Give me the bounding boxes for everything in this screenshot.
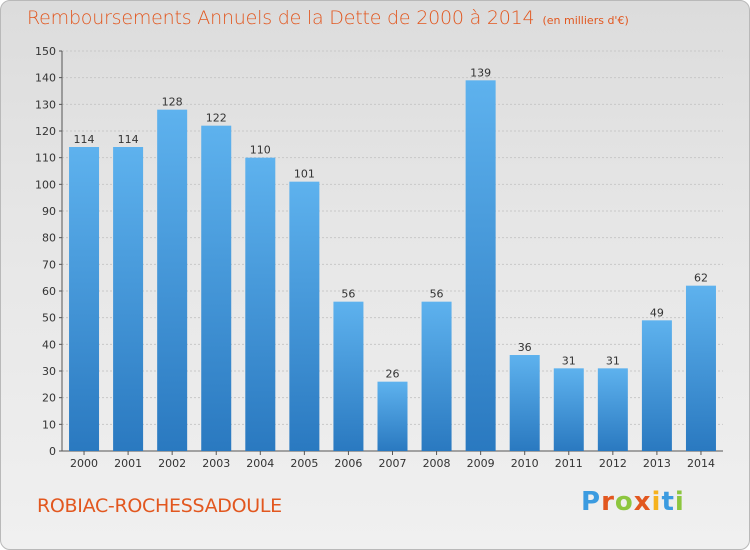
logo-letter: x <box>633 487 652 517</box>
data-label: 56 <box>341 288 355 301</box>
x-tick-label: 2008 <box>423 457 451 470</box>
y-tick-label: 100 <box>35 178 56 191</box>
data-label: 62 <box>694 272 708 285</box>
data-labels: 114 114 128 122 110 101 56 26 56 139 36 31 31 49 62 <box>74 66 708 380</box>
data-label: 49 <box>650 306 664 319</box>
y-tick-label: 90 <box>42 205 56 218</box>
data-label: 31 <box>562 354 576 367</box>
proxiti-logo: Proxiti <box>581 487 685 517</box>
y-tick-label: 120 <box>35 125 56 138</box>
data-label: 122 <box>206 112 227 125</box>
y-tick-label: 20 <box>42 392 56 405</box>
x-tick-label: 2002 <box>158 457 186 470</box>
bar <box>69 147 100 451</box>
chart-title: Remboursements Annuels de la Dette de 20… <box>27 7 629 29</box>
data-label: 139 <box>470 66 491 79</box>
x-tick-label: 2006 <box>334 457 362 470</box>
data-label: 110 <box>250 144 271 157</box>
bar <box>113 147 144 451</box>
bar <box>509 355 540 451</box>
x-tick-label: 2013 <box>643 457 671 470</box>
bar <box>377 381 408 451</box>
bar <box>553 368 584 451</box>
y-tick-label: 110 <box>35 152 56 165</box>
bar <box>245 157 276 451</box>
axes: 0 10 20 30 40 50 60 70 80 90 100 110 120 130 140 150 200… <box>35 45 723 470</box>
bars <box>69 80 716 452</box>
data-label: 114 <box>118 133 139 146</box>
bar <box>465 80 496 451</box>
chart-title-unit: (en milliers d'€) <box>542 14 629 27</box>
data-label: 26 <box>386 368 400 381</box>
bar <box>289 181 320 451</box>
logo-letter: r <box>601 487 615 517</box>
bar <box>685 285 716 451</box>
x-tick-label: 2004 <box>246 457 274 470</box>
data-label: 101 <box>294 168 315 181</box>
x-tick-label: 2000 <box>70 457 98 470</box>
y-tick-label: 40 <box>42 338 56 351</box>
data-label: 36 <box>518 341 532 354</box>
x-tick-label: 2003 <box>202 457 230 470</box>
x-tick-label: 2011 <box>555 457 583 470</box>
commune-name: ROBIAC-ROCHESSADOULE <box>37 495 282 517</box>
data-label: 31 <box>606 354 620 367</box>
y-tick-label: 70 <box>42 258 56 271</box>
x-tick-label: 2001 <box>114 457 142 470</box>
y-tick-label: 150 <box>35 45 56 58</box>
y-tick-label: 60 <box>42 285 56 298</box>
x-tick-label: 2009 <box>467 457 495 470</box>
data-label: 128 <box>162 96 183 109</box>
logo-letter: i <box>674 487 685 517</box>
data-label: 56 <box>430 288 444 301</box>
y-tick-label: 10 <box>42 418 56 431</box>
y-tick-label: 50 <box>42 312 56 325</box>
x-tick-label: 2012 <box>599 457 627 470</box>
data-label: 114 <box>74 133 95 146</box>
x-tick-label: 2010 <box>511 457 539 470</box>
bar <box>641 320 672 451</box>
y-tick-label: 130 <box>35 98 56 111</box>
logo-letter: P <box>581 487 602 517</box>
x-tick-label: 2005 <box>290 457 318 470</box>
chart-title-main: Remboursements Annuels de la Dette de 20… <box>27 7 535 29</box>
bar <box>201 125 232 452</box>
x-tick-label: 2014 <box>687 457 715 470</box>
bar <box>333 301 364 451</box>
logo-letter: i <box>651 487 662 517</box>
logo-letter: o <box>614 487 634 517</box>
y-tick-label: 0 <box>49 445 56 458</box>
y-tick-label: 140 <box>35 72 56 85</box>
bar <box>597 368 628 451</box>
bar <box>157 109 188 452</box>
y-tick-label: 80 <box>42 232 56 245</box>
bar <box>421 301 452 451</box>
logo-letter: t <box>661 487 675 517</box>
y-tick-label: 30 <box>42 365 56 378</box>
x-tick-label: 2007 <box>379 457 407 470</box>
